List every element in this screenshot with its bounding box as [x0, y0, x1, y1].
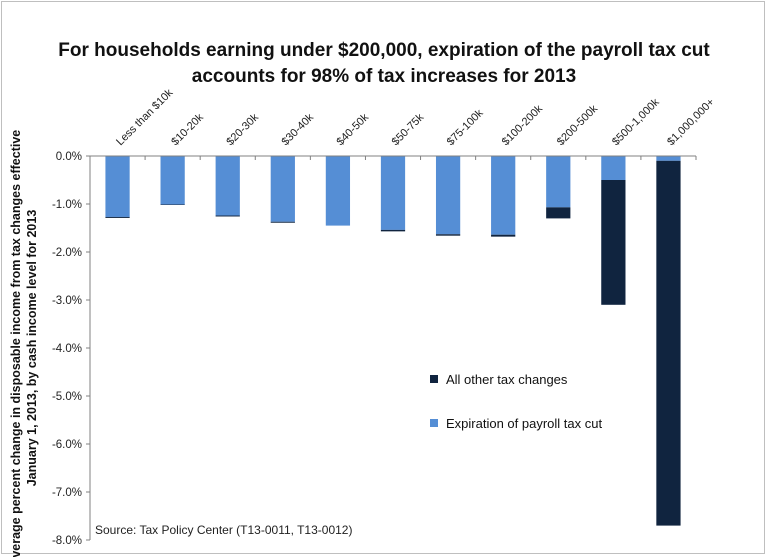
bar-payroll-4	[325, 156, 351, 226]
bar-payroll-5	[380, 156, 406, 230]
y-tick-label-1: -1.0%	[52, 199, 82, 211]
legend-swatch-1	[430, 419, 438, 427]
category-label-7: $100-200k	[500, 103, 546, 149]
chart-title: For households earning under $200,000, e…	[58, 40, 710, 87]
category-label-10: $1,000,000+	[665, 96, 717, 148]
bar-other-10	[656, 160, 681, 526]
bar-payroll-6	[435, 156, 461, 235]
bar-payroll-10	[656, 156, 681, 161]
bar-other-6	[435, 234, 461, 236]
category-label-2: $20-30k	[224, 111, 261, 148]
bar-other-8	[546, 207, 571, 219]
y-tick-label-8: -8.0%	[52, 535, 82, 547]
y-tick-label-6: -6.0%	[52, 439, 82, 451]
y-tick-label-7: -7.0%	[52, 487, 82, 499]
bar-other-7	[491, 234, 516, 237]
legend-label-0: All other tax changes	[446, 372, 568, 387]
bar-other-9	[601, 180, 626, 305]
bar-other-3	[270, 221, 295, 223]
y-tick-label-5: -5.0%	[52, 391, 82, 403]
category-label-5: $50-75k	[390, 111, 427, 148]
bar-payroll-7	[491, 156, 516, 235]
bar-payroll-2	[215, 156, 240, 216]
bar-other-0	[105, 216, 130, 218]
bar-payroll-1	[160, 156, 185, 205]
source-note: Source: Tax Policy Center (T13-0011, T13…	[95, 523, 353, 537]
category-label-0: Less than $10k	[114, 87, 176, 149]
y-tick-label-2: -2.0%	[52, 247, 82, 259]
category-label-3: $30-40k	[279, 111, 316, 148]
bar-payroll-3	[270, 156, 295, 222]
category-label-1: $10-20k	[169, 111, 206, 148]
bar-payroll-0	[105, 156, 130, 217]
y-tick-label-0: 0.0%	[56, 151, 82, 163]
category-label-8: $200-500k	[555, 103, 601, 149]
y-tick-label-3: -3.0%	[52, 295, 82, 307]
category-label-4: $40-50k	[335, 111, 372, 148]
y-tick-label-4: -4.0%	[52, 343, 82, 355]
bar-payroll-9	[601, 156, 626, 180]
legend-swatch-0	[430, 375, 438, 383]
bar-payroll-8	[546, 156, 571, 208]
category-label-9: $500-1,000k	[610, 96, 662, 148]
bar-other-2	[215, 215, 240, 217]
category-label-6: $75-100k	[445, 107, 486, 148]
y-axis-label-line-1: January 1, 2013, by cash income level fo…	[25, 210, 39, 487]
y-axis-label-line-0: Average percent change in disposable inc…	[9, 130, 23, 557]
legend-label-1: Expiration of payroll tax cut	[446, 416, 602, 431]
bar-other-5	[380, 229, 406, 232]
